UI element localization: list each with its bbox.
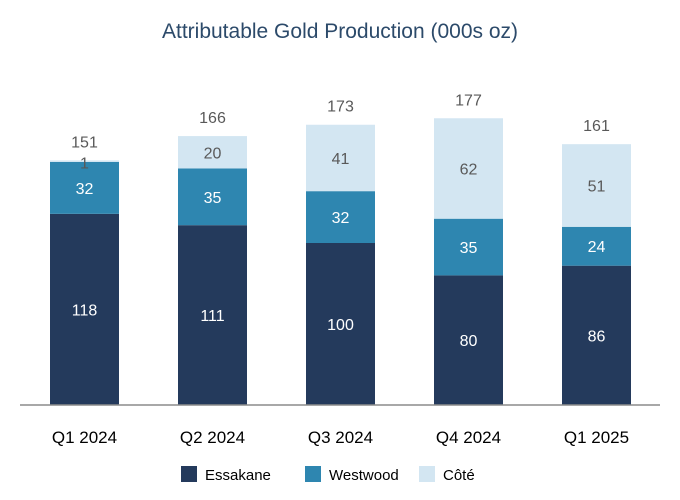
- data-label: 111: [200, 308, 224, 325]
- bar-westwood-3: [434, 218, 503, 276]
- legend-label: Westwood: [329, 467, 399, 484]
- bar-essakane-4: [562, 265, 631, 405]
- data-label: 118: [72, 302, 98, 319]
- bar-westwood-2: [306, 191, 375, 243]
- data-label: 51: [588, 178, 606, 195]
- data-label: 80: [460, 333, 478, 350]
- category-label: Q1 2024: [52, 428, 117, 447]
- bar-ct-2: [306, 124, 375, 192]
- legend-swatch: [305, 466, 321, 482]
- category-label: Q1 2025: [564, 428, 629, 447]
- data-label: 35: [460, 240, 478, 257]
- category-label: Q4 2024: [436, 428, 501, 447]
- total-label: 151: [71, 134, 98, 151]
- bar-westwood-4: [562, 226, 631, 266]
- data-label: 32: [76, 181, 94, 198]
- total-label: 173: [327, 99, 354, 116]
- bar-ct-0: [50, 160, 119, 162]
- total-label: 166: [199, 110, 226, 127]
- bar-essakane-1: [178, 225, 247, 405]
- data-label: 41: [332, 151, 350, 168]
- bar-ct-1: [178, 136, 247, 169]
- total-label: 161: [583, 118, 610, 135]
- legend-label: Essakane: [205, 467, 271, 484]
- bar-westwood-0: [50, 162, 119, 214]
- data-label: 86: [588, 328, 606, 345]
- bar-essakane-0: [50, 213, 119, 405]
- bar-ct-4: [562, 144, 631, 227]
- category-label: Q2 2024: [180, 428, 245, 447]
- bar-westwood-1: [178, 168, 247, 226]
- chart-title: Attributable Gold Production (000s oz): [162, 20, 518, 43]
- data-label: 32: [332, 210, 350, 227]
- bar-essakane-3: [434, 275, 503, 405]
- total-label: 177: [455, 92, 482, 109]
- bar-ct-3: [434, 118, 503, 219]
- data-label: 24: [588, 239, 606, 256]
- legend-label: Côté: [443, 467, 475, 484]
- legend-swatch: [419, 466, 435, 482]
- data-label: 62: [460, 161, 478, 178]
- data-label: 1: [80, 155, 89, 172]
- legend-swatch: [181, 466, 197, 482]
- data-label: 20: [204, 145, 222, 162]
- data-label: 35: [204, 190, 222, 207]
- bar-essakane-2: [306, 243, 375, 405]
- data-label: 100: [327, 317, 354, 334]
- category-label: Q3 2024: [308, 428, 373, 447]
